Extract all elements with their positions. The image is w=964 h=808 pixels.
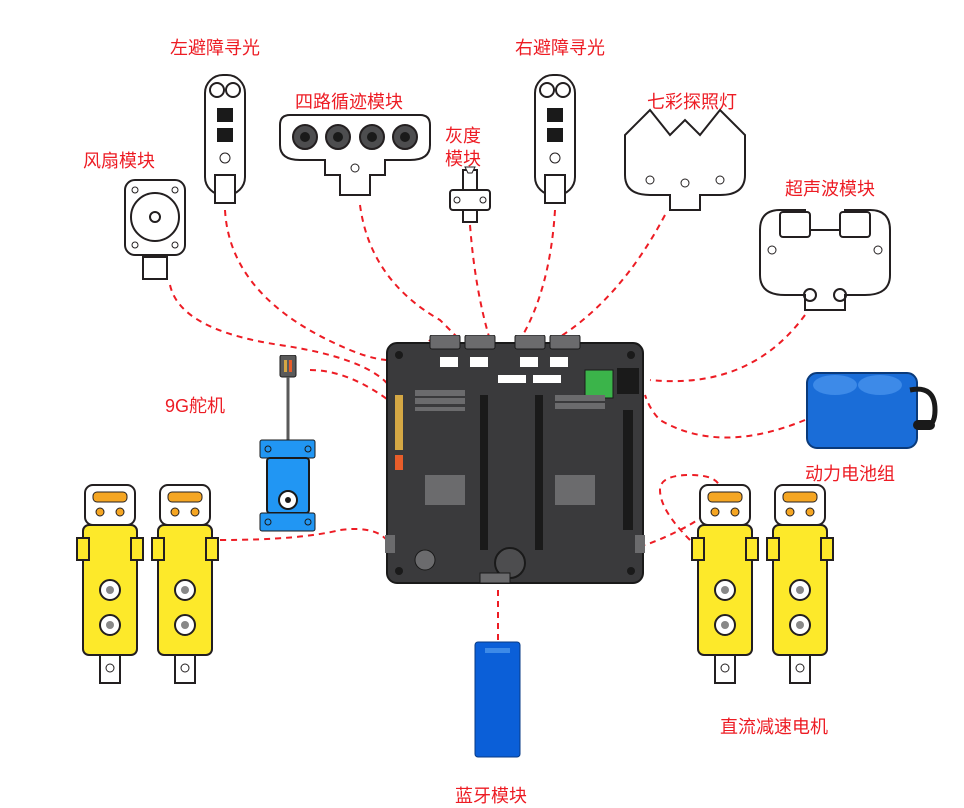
label-fan: 风扇模块 — [83, 147, 155, 173]
left-obstacle-sensor — [200, 70, 250, 215]
motor-right-1 — [690, 480, 760, 695]
motor-left-2 — [150, 480, 220, 695]
wire-ultrasonic — [650, 315, 805, 381]
bluetooth-module — [470, 640, 525, 765]
wire-gray — [470, 225, 490, 340]
battery-pack — [805, 365, 945, 460]
label-ultrasonic: 超声波模块 — [785, 175, 875, 201]
right-obstacle-sensor — [530, 70, 580, 215]
label-servo: 9G舵机 — [165, 392, 225, 418]
wire-battery — [645, 395, 805, 438]
wire-colorlight — [555, 215, 665, 340]
servo-9g — [255, 355, 325, 540]
fan-module — [115, 175, 195, 290]
label-left-obstacle: 左避障寻光 — [170, 34, 260, 60]
motor-right-2 — [765, 480, 835, 695]
ultrasonic-module — [750, 200, 900, 320]
motor-left-1 — [75, 480, 145, 695]
gray-sensor — [445, 165, 495, 230]
label-bluetooth: 蓝牙模块 — [455, 782, 527, 808]
track-module — [275, 110, 435, 210]
main-board — [385, 335, 645, 585]
label-right-obstacle: 右避障寻光 — [515, 34, 605, 60]
wire-right-sensor — [520, 210, 555, 340]
label-dc-motor: 直流减速电机 — [720, 713, 828, 739]
color-light-module — [620, 105, 750, 220]
